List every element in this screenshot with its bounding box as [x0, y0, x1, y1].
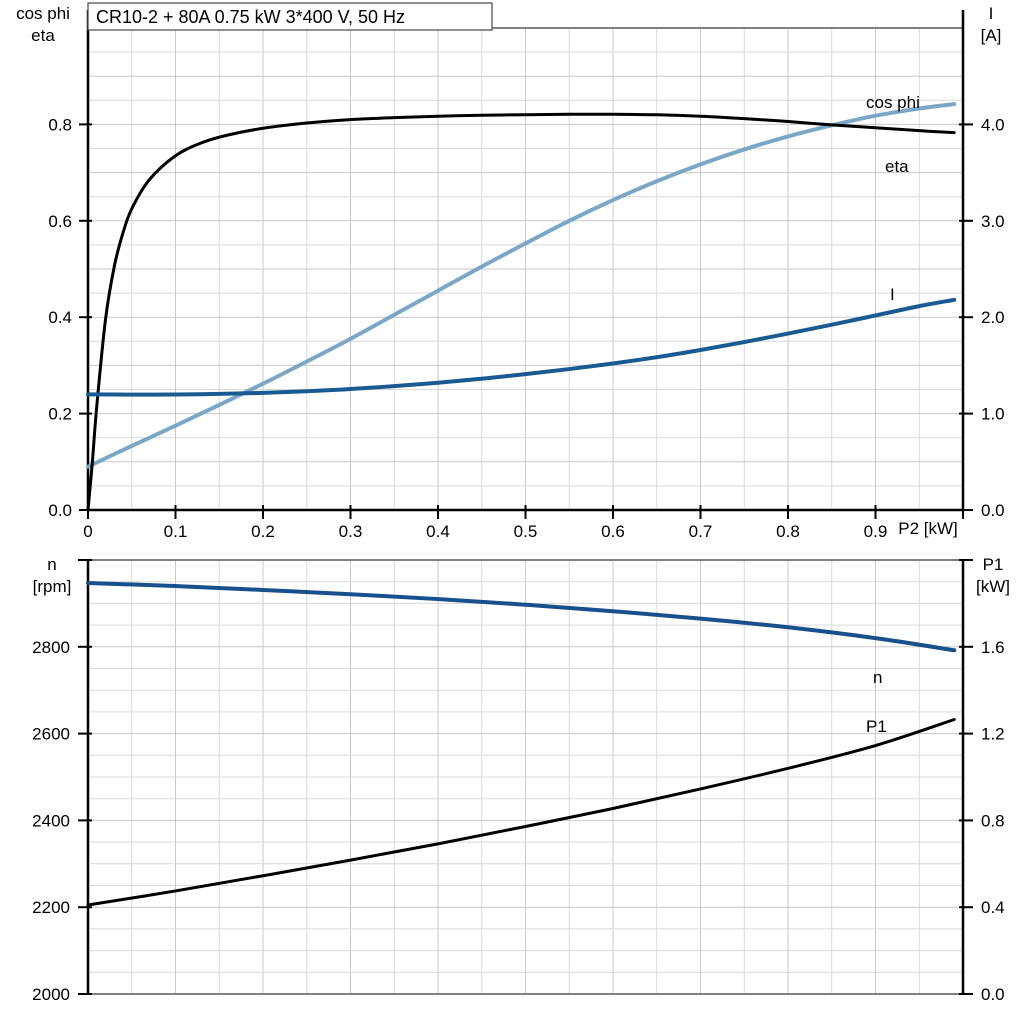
- top-left-axis-title-line2: eta: [31, 26, 55, 45]
- tick-label: 1.6: [981, 638, 1005, 657]
- tick-label: 0.0: [981, 985, 1005, 1004]
- bottom-chart-svg: 2000 2200 2400 2600 2800 0.0 0.4 0.8 1.2 1.6 n […: [32, 555, 1010, 1004]
- top-chart-left-tick-labels: 0.0 0.2 0.4 0.6 0.8: [48, 115, 72, 520]
- bottom-chart-left-tick-labels: 2000 2200 2400 2600 2800: [32, 638, 70, 1004]
- tick-label: 1.2: [981, 725, 1005, 744]
- tick-label: 0.4: [48, 308, 72, 327]
- curve-current: [86, 297, 957, 397]
- chart-title: CR10-2 + 80A 0.75 kW 3*400 V, 50 Hz: [96, 7, 405, 27]
- tick-label: 0.6: [48, 212, 72, 231]
- tick-label: 2000: [32, 985, 70, 1004]
- series-label-speed: n: [873, 668, 882, 687]
- top-chart-gridlines: [88, 28, 963, 510]
- tick-label: 3.0: [981, 212, 1005, 231]
- series-label-eta: eta: [885, 157, 909, 176]
- bottom-chart-right-tick-labels: 0.0 0.4 0.8 1.2 1.6: [981, 638, 1005, 1004]
- curve-cos-phi: [86, 102, 957, 469]
- curve-speed: [86, 581, 957, 653]
- tick-label: 0.2: [251, 522, 275, 541]
- tick-label: 1.0: [981, 405, 1005, 424]
- top-chart-svg: 0.00.20.40.60.8 0.01.02.03.04.0 0 0.1 0.2 0…: [16, 2, 1005, 541]
- tick-label: 2400: [32, 811, 70, 830]
- top-left-axis-title-line1: cos phi: [16, 4, 70, 23]
- tick-label: 2.0: [981, 308, 1005, 327]
- tick-label: 0.8: [981, 811, 1005, 830]
- tick-label: 4.0: [981, 115, 1005, 134]
- series-label-current: I: [890, 285, 895, 304]
- bottom-left-axis-title-line1: n: [47, 555, 56, 574]
- series-label-cos-phi: cos phi: [866, 93, 920, 112]
- top-chart-x-tick-labels: 0 0.1 0.2 0.3 0.4 0.5 0.6 0.7 0.8 0.9: [83, 522, 887, 541]
- curve-power: [86, 718, 956, 907]
- top-chart-tickmarks: [79, 123, 973, 519]
- curve-eta: [86, 112, 956, 512]
- bottom-chart-tickmarks: [78, 559, 973, 995]
- tick-label: 0.3: [339, 522, 363, 541]
- tick-label: 0.0: [48, 501, 72, 520]
- tick-label: 0.6: [601, 522, 625, 541]
- tick-label: 0: [83, 522, 92, 541]
- tick-label: 2200: [32, 898, 70, 917]
- tick-label: 0.5: [514, 522, 538, 541]
- top-x-axis-title: P2 [kW]: [898, 519, 958, 538]
- tick-label: 0.8: [48, 115, 72, 134]
- top-chart-panel: 0.0 0.2 0.4 0.6 0.8 0.0 1.0 2.0 3.0 4.0 0 0.1 0.2 0…: [16, 2, 1005, 541]
- tick-label: 0.0: [981, 501, 1005, 520]
- top-chart-right-tick-labels: 0.0 1.0 2.0 3.0 4.0: [981, 115, 1005, 520]
- tick-label: 0.1: [164, 522, 188, 541]
- tick-label: 0.9: [864, 522, 888, 541]
- top-right-axis-title-line1: I: [989, 4, 994, 23]
- bottom-right-axis-title-line2: [kW]: [976, 577, 1010, 596]
- tick-label: 0.8: [776, 522, 800, 541]
- tick-label: 0.7: [689, 522, 713, 541]
- title-box: [87, 2, 493, 31]
- bottom-left-axis-title-line2: [rpm]: [33, 577, 72, 596]
- bottom-chart-gridlines: [88, 560, 963, 994]
- top-right-axis-title-line2: [A]: [981, 26, 1002, 45]
- tick-label: 2800: [32, 638, 70, 657]
- series-label-power: P1: [866, 717, 887, 736]
- tick-label: 2600: [32, 725, 70, 744]
- tick-label: 0.4: [426, 522, 450, 541]
- tick-label: 0.4: [981, 898, 1005, 917]
- bottom-right-axis-title-line1: P1: [983, 555, 1004, 574]
- bottom-chart-panel: 2000 2200 2400 2600 2800 0.0 0.4 0.8 1.2 1.6 n […: [0, 546, 1024, 1024]
- tick-label: 0.2: [48, 405, 72, 424]
